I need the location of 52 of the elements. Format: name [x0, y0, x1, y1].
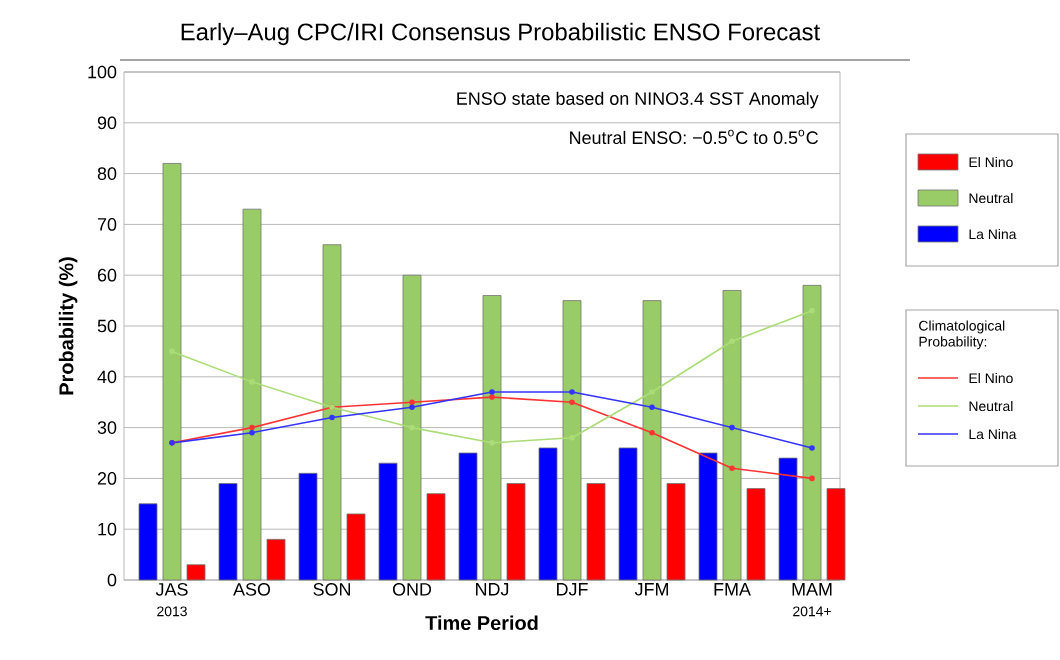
y-axis-title: Probability (%)	[58, 257, 78, 395]
bar	[218, 483, 238, 581]
y-tick-label: 90	[97, 116, 117, 130]
annotation: ENSO state based on NINO3.4 SST Anomaly	[457, 91, 819, 109]
x-tick-label: JFM	[634, 583, 668, 596]
bar	[586, 483, 606, 581]
bar	[322, 244, 342, 581]
y-tick-label: 30	[97, 421, 117, 434]
bar	[506, 483, 526, 581]
bar	[346, 513, 366, 581]
bar	[642, 300, 662, 581]
x-axis-title: Time Period	[425, 615, 538, 631]
bar	[242, 208, 262, 581]
bar	[298, 472, 318, 581]
bar	[618, 447, 638, 581]
bar	[266, 538, 286, 581]
bar	[802, 284, 822, 581]
bar	[538, 447, 558, 581]
bar	[698, 452, 718, 581]
y-tick-label: 0	[107, 573, 117, 587]
bar	[162, 163, 182, 581]
y-tick-label: 50	[97, 319, 117, 333]
y-tick-label: 60	[97, 268, 117, 282]
y-tick-label: 20	[97, 472, 117, 485]
x-tick-label: MAM	[792, 583, 832, 596]
bar	[482, 295, 502, 581]
bar	[826, 488, 846, 581]
x-tick-label: NDJ	[476, 583, 509, 596]
y-tick-label: 10	[98, 522, 117, 536]
bar	[426, 493, 446, 581]
bar	[666, 483, 686, 581]
x-tick-label: ASO	[233, 583, 271, 596]
x-tick-label: JAS	[155, 583, 188, 596]
x-tick-label: DJF	[557, 583, 588, 596]
chart-title: Early–Aug CPC/IRI Consensus Probabilistic ENSO Forecast	[181, 22, 821, 46]
bar	[186, 564, 206, 581]
bar	[746, 488, 766, 581]
y-tick-label: 100	[88, 65, 117, 79]
x-tick-label: OND	[392, 583, 432, 596]
annotation: Neutral ENSO: −0.5$^{o}$C to 0.5$^{o}$C	[570, 129, 818, 145]
bar	[722, 290, 742, 581]
x-tick-label: SON	[313, 583, 350, 596]
y-tick-label: 40	[97, 370, 117, 384]
bar	[562, 300, 582, 581]
bar	[778, 457, 798, 581]
bar	[138, 503, 158, 581]
bar	[402, 274, 422, 581]
x-tick-label: FMA	[714, 583, 751, 596]
y-tick-label: 70	[97, 218, 117, 231]
y-tick-label: 80	[97, 167, 117, 180]
bar	[378, 462, 398, 581]
bar	[458, 452, 478, 581]
